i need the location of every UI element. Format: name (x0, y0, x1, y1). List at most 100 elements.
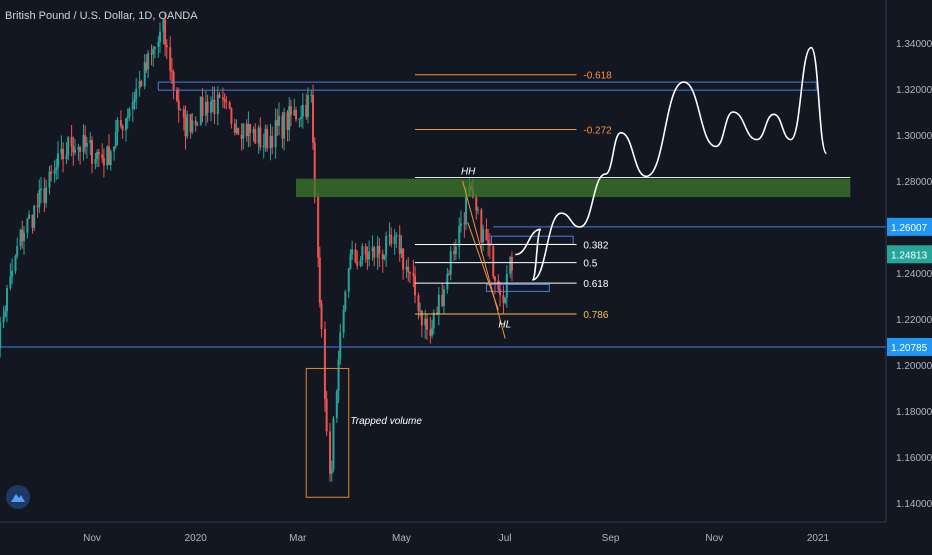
candle-body (230, 108, 233, 124)
price-badge (887, 217, 932, 236)
candle-body (36, 205, 39, 208)
candle-body (84, 135, 87, 147)
candle-body (194, 120, 197, 126)
x-tick-label: Sep (602, 533, 620, 544)
candle-body (475, 197, 478, 211)
candle-body (286, 112, 289, 130)
y-tick-label: 1.32000 (896, 85, 932, 96)
candle-body (109, 151, 112, 166)
candle-body (395, 234, 398, 237)
candle-body (247, 123, 250, 137)
candle-body (476, 209, 479, 211)
candle-body (85, 143, 88, 147)
projection-path (515, 46, 828, 281)
candle-body (60, 149, 63, 154)
candle-body (91, 140, 93, 164)
price-badge-label: 1.20785 (891, 343, 928, 354)
candle-body (458, 226, 461, 247)
candle-body (381, 253, 384, 260)
candle-body (116, 119, 119, 133)
candle-body (266, 128, 269, 149)
candle-body (39, 188, 42, 191)
candle-body (437, 294, 440, 315)
candle-body (97, 152, 100, 155)
candle-body (463, 223, 466, 225)
candle-body (152, 48, 155, 55)
candle-body (45, 187, 48, 203)
candle-body (77, 147, 80, 150)
candle-body (252, 129, 255, 133)
candle-body (459, 223, 462, 227)
candle-body (312, 94, 315, 143)
candle-body (259, 127, 262, 148)
candle-body (419, 310, 422, 312)
candle-body (0, 322, 2, 349)
candle-body (19, 229, 22, 247)
candle-body (504, 297, 507, 303)
candle-body (388, 234, 391, 236)
candle-body (126, 116, 129, 119)
candle-body (33, 205, 36, 228)
hh-label: HH (461, 167, 476, 178)
candle-body (359, 260, 362, 266)
candle-body (364, 246, 367, 255)
candle-body (96, 152, 99, 159)
candle-body (128, 109, 131, 117)
candle-body (376, 246, 379, 258)
candle-body (5, 288, 8, 312)
candle-body (225, 101, 228, 103)
fib-label: -0.272 (583, 125, 612, 136)
wedge-line (467, 222, 499, 310)
candle-body (454, 246, 457, 255)
mountain-icon (11, 494, 25, 502)
candle-body (271, 135, 274, 148)
candle-body (62, 149, 65, 160)
hl-label: HL (498, 320, 511, 331)
candle-body (371, 247, 374, 252)
candle-body (344, 291, 347, 310)
candle-body (305, 104, 308, 117)
candle-body (487, 240, 490, 244)
candle-body (368, 251, 371, 260)
candle-body (201, 96, 204, 116)
candle-body (393, 236, 396, 245)
candle-body (143, 62, 146, 87)
candle-body (138, 81, 141, 89)
candle-body (102, 158, 105, 166)
candle-body (408, 272, 411, 274)
candle-body (70, 137, 73, 147)
candle-body (242, 123, 245, 139)
candle-body (278, 115, 281, 126)
candle-body (407, 266, 410, 273)
candle-body (390, 234, 393, 245)
candle-body (442, 289, 445, 306)
candle-body (383, 255, 386, 260)
candle-body (509, 257, 512, 274)
candle-body (356, 262, 359, 266)
candle-body (492, 245, 495, 277)
fib-label: 0.5 (583, 259, 597, 270)
candle-body (288, 106, 291, 130)
candle-body (446, 273, 449, 290)
chart-title: British Pound / U.S. Dollar, 1D, OANDA (5, 10, 198, 22)
candle-body (276, 120, 279, 126)
candle-body (417, 295, 420, 311)
candle-body (295, 110, 298, 120)
candle-body (482, 228, 485, 243)
candle-body (21, 229, 24, 242)
candle-body (119, 119, 122, 126)
candle-body (157, 41, 160, 47)
candle-body (11, 271, 14, 277)
candle-body (28, 214, 31, 219)
y-tick-label: 1.20000 (896, 361, 932, 372)
candle-body (298, 118, 301, 120)
candle-body (448, 273, 451, 275)
candle-body (323, 328, 326, 399)
candle-body (254, 129, 257, 144)
candle-body (169, 47, 172, 71)
candle-body (313, 142, 316, 197)
candle-body (2, 316, 5, 323)
candle-body (150, 53, 153, 55)
